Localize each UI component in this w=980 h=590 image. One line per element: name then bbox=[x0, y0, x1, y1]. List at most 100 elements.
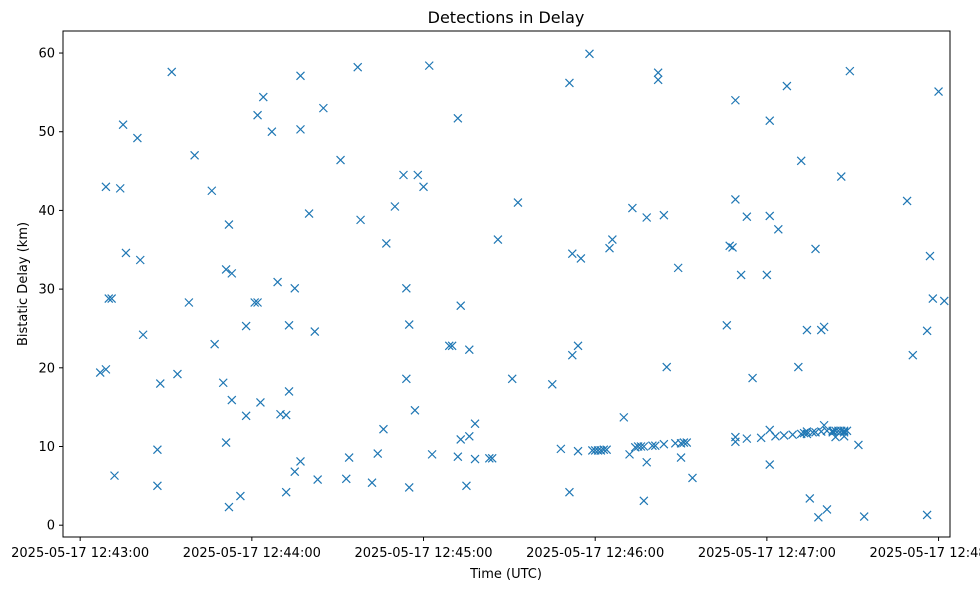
data-point-marker bbox=[682, 438, 692, 447]
data-point-marker bbox=[304, 209, 314, 218]
data-point-marker bbox=[576, 254, 586, 263]
data-point-marker bbox=[688, 473, 697, 483]
data-point-marker bbox=[736, 270, 746, 280]
data-point-marker bbox=[462, 481, 471, 491]
data-point-marker bbox=[619, 412, 629, 422]
data-point-marker bbox=[313, 475, 323, 484]
y-tick-label: 0 bbox=[47, 519, 55, 534]
data-point-marker bbox=[470, 454, 480, 464]
data-point-marker bbox=[839, 426, 849, 436]
data-point-marker bbox=[470, 419, 480, 429]
data-point-marker bbox=[115, 183, 125, 193]
data-point-marker bbox=[939, 296, 949, 306]
data-point-marker bbox=[404, 482, 414, 492]
data-point-marker bbox=[241, 411, 251, 421]
data-point-marker bbox=[110, 471, 119, 481]
data-point-marker bbox=[121, 248, 131, 258]
data-point-marker bbox=[650, 441, 660, 451]
data-point-marker bbox=[256, 398, 265, 407]
data-point-marker bbox=[353, 62, 363, 72]
data-point-marker bbox=[567, 350, 577, 360]
data-point-marker bbox=[796, 156, 806, 166]
data-point-marker bbox=[925, 251, 935, 261]
data-point-marker bbox=[101, 182, 111, 192]
data-point-marker bbox=[310, 327, 320, 337]
data-point-marker bbox=[390, 202, 400, 211]
data-point-marker bbox=[742, 212, 752, 222]
data-point-marker bbox=[602, 445, 612, 455]
data-point-marker bbox=[839, 427, 849, 437]
data-point-marker bbox=[788, 430, 798, 440]
data-point-marker bbox=[296, 457, 305, 466]
data-point-marker bbox=[190, 150, 200, 160]
data-point-marker bbox=[748, 373, 757, 383]
data-point-marker bbox=[101, 364, 111, 374]
data-point-marker bbox=[484, 453, 494, 463]
data-point-marker bbox=[565, 487, 574, 497]
data-point-marker bbox=[627, 203, 637, 213]
data-point-marker bbox=[765, 211, 775, 221]
data-point-marker bbox=[828, 427, 838, 437]
data-point-marker bbox=[819, 322, 829, 332]
y-tick-label: 40 bbox=[38, 204, 55, 219]
data-point-marker bbox=[464, 431, 474, 441]
data-point-marker bbox=[224, 220, 234, 230]
data-point-marker bbox=[507, 374, 517, 384]
data-point-marker bbox=[427, 449, 437, 459]
data-point-marker bbox=[167, 67, 177, 77]
data-point-marker bbox=[648, 441, 657, 451]
data-point-marker bbox=[802, 325, 812, 335]
data-point-marker bbox=[221, 265, 231, 274]
data-point-marker bbox=[639, 442, 649, 451]
data-point-marker bbox=[653, 75, 663, 85]
data-point-marker bbox=[819, 420, 829, 430]
data-point-marker bbox=[464, 345, 474, 355]
data-point-marker bbox=[599, 445, 609, 455]
data-point-marker bbox=[456, 301, 466, 311]
data-point-marker bbox=[273, 277, 283, 287]
data-point-marker bbox=[842, 426, 852, 436]
data-point-marker bbox=[210, 339, 220, 349]
data-point-marker bbox=[152, 481, 162, 491]
data-point-marker bbox=[742, 434, 752, 444]
chart-title: Detections in Delay bbox=[428, 8, 585, 27]
data-point-marker bbox=[513, 198, 523, 207]
data-point-marker bbox=[132, 133, 142, 143]
data-point-marker bbox=[762, 270, 772, 280]
data-point-marker bbox=[585, 49, 594, 59]
data-point-marker bbox=[836, 172, 846, 182]
data-point-marker bbox=[404, 320, 414, 329]
y-tick-label: 10 bbox=[38, 440, 55, 455]
data-point-marker bbox=[802, 429, 812, 439]
data-point-marker bbox=[379, 424, 388, 434]
data-point-marker bbox=[253, 298, 262, 307]
data-point-marker bbox=[296, 124, 305, 134]
data-point-marker bbox=[258, 92, 268, 102]
data-point-marker bbox=[605, 243, 614, 253]
x-axis-ticks: 2025-05-17 12:43:00 2025-05-17 12:44:00 20… bbox=[11, 537, 980, 561]
data-point-marker bbox=[410, 405, 420, 415]
data-point-marker bbox=[773, 224, 783, 234]
data-point-marker bbox=[725, 241, 735, 251]
data-point-marker bbox=[221, 438, 231, 447]
data-point-marker bbox=[253, 110, 262, 120]
data-point-marker bbox=[642, 457, 652, 467]
data-point-marker bbox=[934, 87, 943, 97]
data-point-marker bbox=[413, 170, 423, 180]
data-point-marker bbox=[373, 449, 383, 459]
x-axis-label: Time (UTC) bbox=[469, 567, 542, 582]
data-point-marker bbox=[779, 431, 789, 440]
x-tick-label: 2025-05-17 12:44:00 bbox=[183, 546, 321, 561]
data-point-marker bbox=[676, 453, 686, 462]
y-tick-label: 20 bbox=[38, 361, 55, 376]
data-point-marker bbox=[107, 294, 117, 303]
data-point-marker bbox=[756, 433, 766, 443]
data-point-marker bbox=[782, 81, 792, 91]
markers-layer bbox=[95, 49, 949, 522]
data-point-marker bbox=[771, 431, 780, 441]
x-tick-label: 2025-05-17 12:47:00 bbox=[698, 546, 836, 561]
data-point-marker bbox=[799, 428, 809, 438]
data-point-marker bbox=[679, 438, 689, 447]
data-point-marker bbox=[207, 186, 217, 196]
